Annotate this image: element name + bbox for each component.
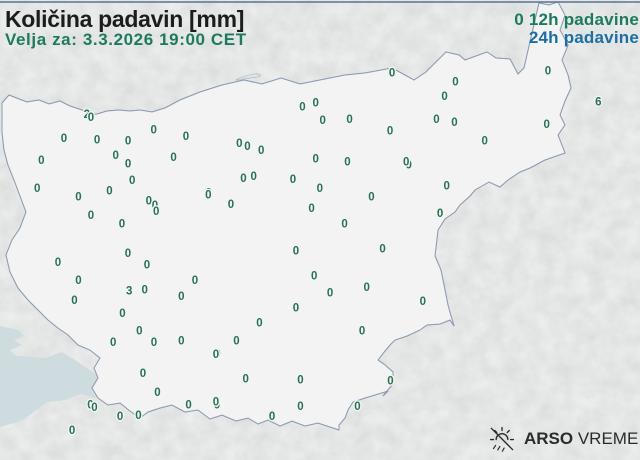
svg-text:0: 0: [183, 131, 189, 143]
svg-text:0: 0: [441, 91, 447, 103]
svg-text:0: 0: [140, 368, 146, 380]
svg-text:0: 0: [125, 158, 131, 170]
svg-text:0: 0: [141, 284, 147, 296]
svg-text:0: 0: [178, 336, 184, 348]
svg-text:0: 0: [135, 410, 141, 422]
svg-text:0: 0: [346, 114, 352, 126]
svg-text:0: 0: [178, 291, 184, 303]
svg-text:0: 0: [387, 125, 393, 137]
svg-text:0: 0: [327, 288, 333, 300]
svg-text:0: 0: [312, 97, 318, 109]
svg-text:0: 0: [297, 401, 303, 413]
svg-text:0: 0: [250, 171, 256, 183]
svg-text:0: 0: [94, 135, 100, 147]
svg-text:0: 0: [443, 180, 449, 192]
svg-text:0: 0: [452, 77, 458, 89]
svg-text:0: 0: [153, 206, 159, 218]
svg-text:0: 0: [117, 411, 123, 423]
svg-text:0: 0: [61, 133, 67, 145]
svg-text:0: 0: [106, 185, 112, 197]
svg-text:0: 0: [192, 275, 198, 287]
svg-text:0: 0: [75, 192, 81, 204]
svg-text:0: 0: [205, 189, 211, 201]
svg-text:0: 0: [420, 296, 426, 308]
svg-text:0: 0: [228, 199, 234, 211]
svg-text:0: 0: [91, 402, 97, 414]
svg-text:0: 0: [69, 425, 75, 437]
svg-text:0: 0: [437, 208, 443, 220]
svg-text:0: 0: [38, 155, 44, 167]
svg-text:0: 0: [125, 248, 131, 260]
svg-text:0: 0: [88, 112, 94, 124]
svg-text:0: 0: [125, 136, 131, 148]
svg-text:0: 0: [110, 337, 116, 349]
svg-text:3: 3: [126, 285, 132, 297]
svg-text:0: 0: [119, 218, 125, 230]
svg-text:0: 0: [88, 210, 94, 222]
svg-text:0: 0: [236, 138, 242, 150]
svg-text:0: 0: [71, 295, 77, 307]
svg-text:0: 0: [451, 117, 457, 129]
svg-text:0: 0: [290, 174, 296, 186]
svg-text:0: 0: [387, 376, 393, 388]
svg-text:0: 0: [354, 401, 360, 413]
svg-text:0: 0: [129, 175, 135, 187]
svg-text:0: 0: [344, 156, 350, 168]
svg-text:0: 0: [368, 192, 374, 204]
svg-text:6: 6: [595, 97, 601, 109]
svg-text:0: 0: [150, 125, 156, 137]
svg-text:0: 0: [317, 183, 323, 195]
svg-text:0: 0: [170, 152, 176, 164]
svg-text:0: 0: [244, 141, 250, 153]
svg-text:0: 0: [481, 136, 487, 148]
svg-text:0: 0: [341, 218, 347, 230]
svg-text:0: 0: [185, 399, 191, 411]
svg-text:0: 0: [55, 257, 61, 269]
svg-text:0: 0: [119, 308, 125, 320]
svg-text:0: 0: [293, 303, 299, 315]
svg-text:0: 0: [308, 203, 314, 215]
svg-text:0: 0: [403, 156, 409, 168]
svg-text:0: 0: [319, 115, 325, 127]
svg-text:0: 0: [379, 243, 385, 255]
svg-text:0: 0: [545, 66, 551, 78]
svg-text:0: 0: [363, 282, 369, 294]
svg-text:0: 0: [242, 373, 248, 385]
svg-text:0: 0: [543, 119, 549, 131]
svg-text:0: 0: [293, 246, 299, 258]
svg-text:0: 0: [75, 275, 81, 287]
svg-text:0: 0: [213, 349, 219, 361]
svg-text:0: 0: [136, 326, 142, 338]
svg-text:0: 0: [299, 101, 305, 113]
svg-text:0: 0: [154, 387, 160, 399]
svg-text:0: 0: [297, 374, 303, 386]
svg-text:0: 0: [256, 318, 262, 330]
svg-text:0: 0: [312, 154, 318, 166]
svg-text:0: 0: [112, 150, 118, 162]
svg-text:0: 0: [240, 173, 246, 185]
svg-text:0: 0: [233, 336, 239, 348]
svg-text:0: 0: [258, 145, 264, 157]
svg-text:0: 0: [359, 326, 365, 338]
svg-text:0: 0: [144, 259, 150, 271]
svg-text:0: 0: [389, 68, 395, 80]
svg-text:0: 0: [151, 337, 157, 349]
svg-text:0: 0: [269, 411, 275, 423]
svg-text:0: 0: [311, 271, 317, 283]
svg-text:0: 0: [433, 114, 439, 126]
svg-text:0: 0: [213, 396, 219, 408]
svg-text:0: 0: [34, 183, 40, 195]
